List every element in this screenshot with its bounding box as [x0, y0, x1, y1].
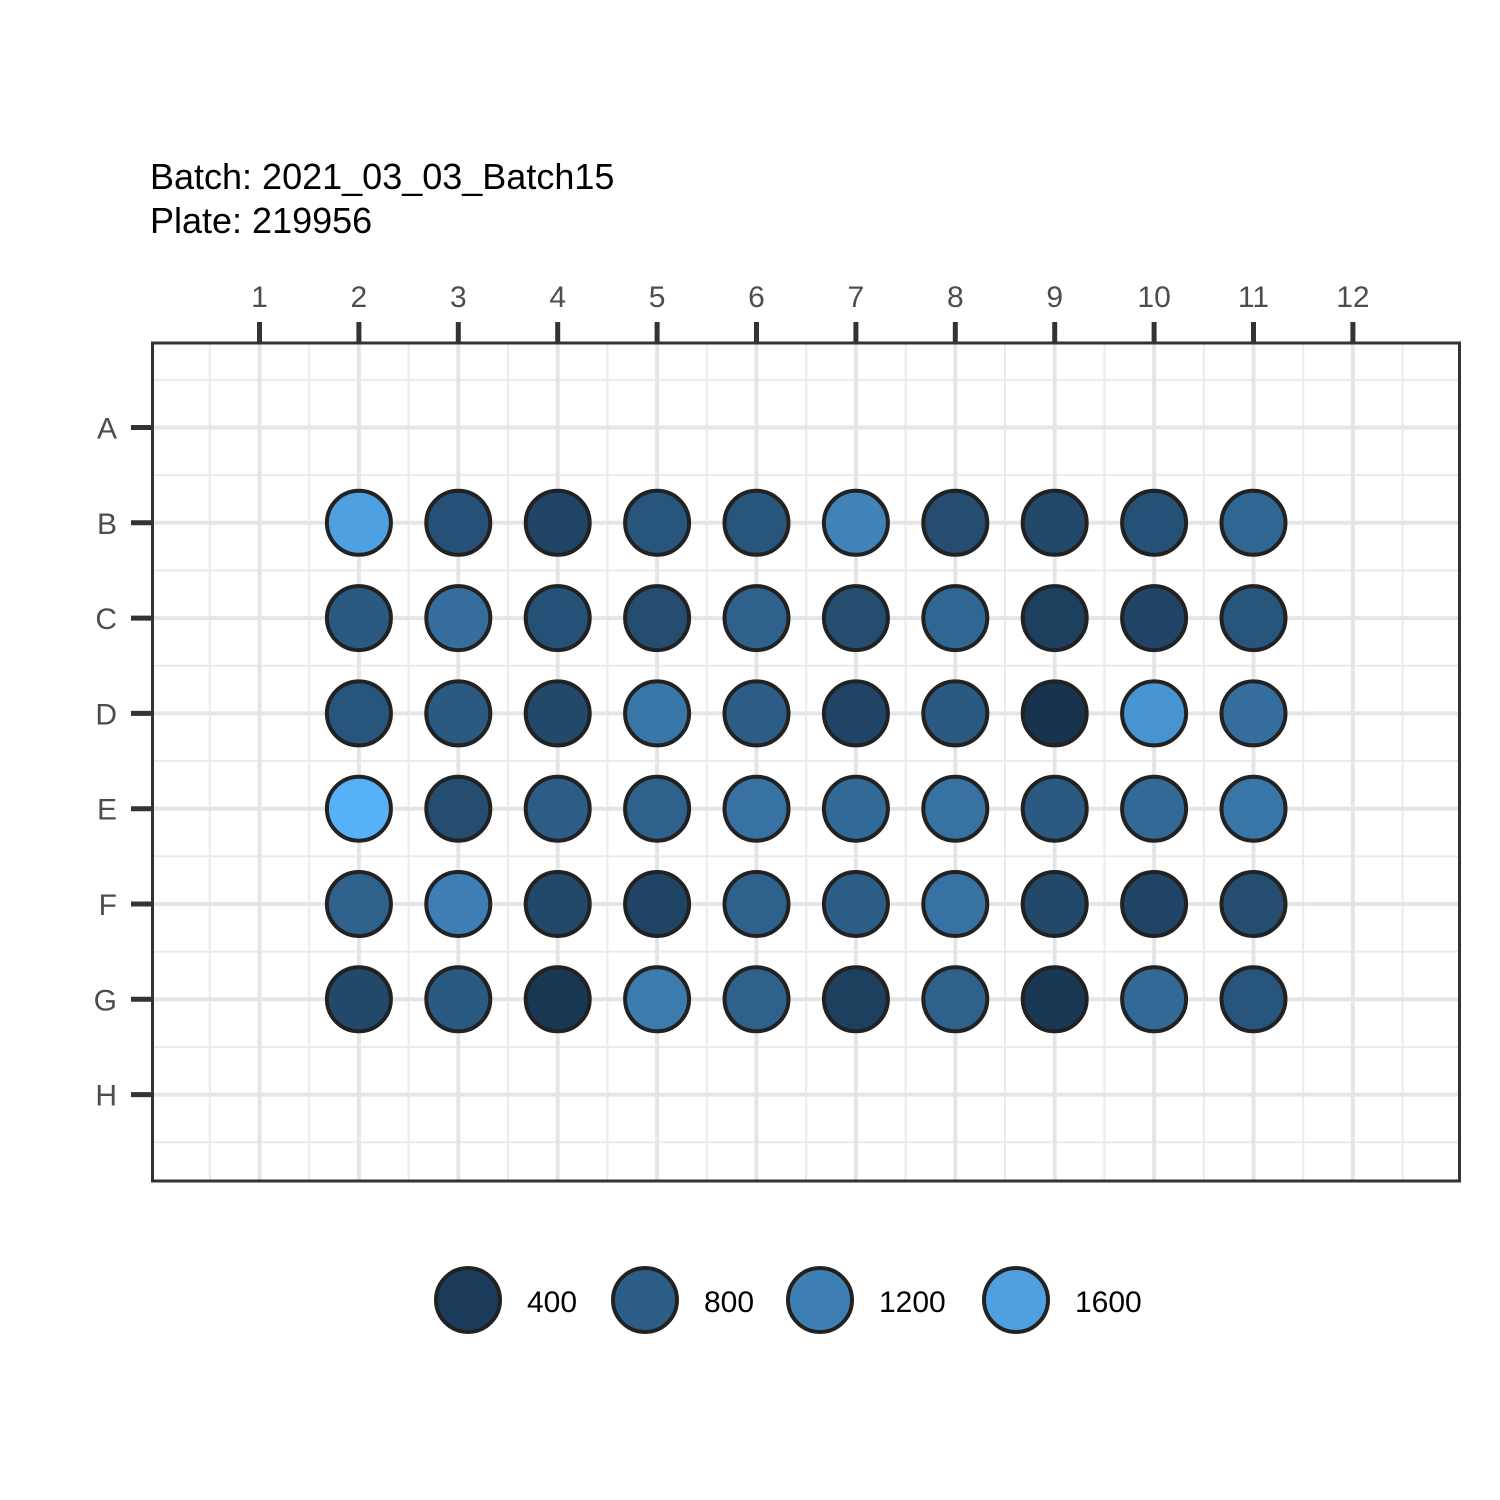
- well-F7: [821, 870, 890, 938]
- well-C6: [722, 584, 791, 653]
- well-D10: [1120, 679, 1189, 748]
- well-E9: [1020, 774, 1089, 843]
- x-axis: 1 2 3 4 5 6 7 8 9 10 11 12: [251, 281, 1370, 343]
- well-G11: [1219, 965, 1288, 1034]
- y-tick-label-D: D: [95, 698, 117, 731]
- y-tick-label-E: E: [97, 794, 117, 827]
- well-B7: [821, 488, 890, 557]
- panel-border: [151, 341, 1461, 1183]
- minor-grid: [152, 343, 1460, 1181]
- well-D2: [324, 679, 393, 748]
- well-C9: [1020, 584, 1089, 653]
- well-F2: [324, 870, 393, 938]
- well-F3: [424, 870, 493, 938]
- well-G8: [921, 965, 990, 1034]
- well-G2: [324, 965, 393, 1034]
- well-G5: [623, 965, 692, 1034]
- legend-label-800: 800: [704, 1286, 754, 1319]
- y-tick-label-A: A: [97, 413, 117, 446]
- well-E2: [324, 774, 393, 843]
- well-G6: [722, 965, 791, 1034]
- legend-label-400: 400: [527, 1286, 577, 1319]
- x-tick-label-2: 2: [351, 281, 368, 314]
- well-D8: [921, 679, 990, 748]
- well-C5: [623, 584, 692, 653]
- well-C4: [523, 584, 592, 653]
- well-F8: [921, 870, 990, 938]
- x-tick-label-11: 11: [1238, 281, 1269, 314]
- x-tick-label-4: 4: [549, 281, 566, 314]
- well-D6: [722, 679, 791, 748]
- x-tick-label-7: 7: [848, 281, 865, 314]
- x-tick-label-8: 8: [947, 281, 964, 314]
- well-D4: [523, 679, 592, 748]
- y-tick-label-C: C: [95, 603, 117, 636]
- well-E10: [1120, 774, 1189, 843]
- y-axis: A B C D E F G H: [94, 413, 153, 1113]
- well-B11: [1219, 488, 1288, 557]
- well-F6: [722, 870, 791, 938]
- well-C2: [324, 584, 393, 653]
- x-tick-label-10: 10: [1137, 281, 1170, 314]
- legend-key-400: [434, 1266, 502, 1334]
- well-D3: [424, 679, 493, 748]
- y-tick-label-F: F: [99, 889, 117, 922]
- title-line-2: Plate: 219956: [150, 200, 372, 241]
- well-E3: [424, 774, 493, 843]
- x-tick-label-6: 6: [748, 281, 765, 314]
- well-F5: [623, 870, 692, 938]
- well-C11: [1219, 584, 1288, 653]
- legend-key-1200: [786, 1266, 854, 1334]
- legend-key-800: [611, 1266, 679, 1334]
- legend: 400 800 1200 1600: [434, 1266, 1142, 1334]
- well-F11: [1219, 870, 1288, 938]
- well-E8: [921, 774, 990, 843]
- x-tick-label-3: 3: [450, 281, 467, 314]
- well-E7: [821, 774, 890, 843]
- well-B9: [1020, 488, 1089, 557]
- well-B4: [523, 488, 592, 557]
- well-B5: [623, 488, 692, 557]
- x-tick-label-5: 5: [649, 281, 666, 314]
- well-G10: [1120, 965, 1189, 1034]
- well-D5: [623, 679, 692, 748]
- well-D11: [1219, 679, 1288, 748]
- well-G9: [1020, 965, 1089, 1034]
- x-tick-label-1: 1: [251, 281, 268, 314]
- well-G7: [821, 965, 890, 1034]
- points-layer: [324, 488, 1288, 1034]
- well-B8: [921, 488, 990, 557]
- title-line-1: Batch: 2021_03_03_Batch15: [150, 156, 614, 197]
- well-C7: [821, 584, 890, 653]
- well-F10: [1120, 870, 1189, 938]
- well-C3: [424, 584, 493, 653]
- x-tick-label-9: 9: [1046, 281, 1063, 314]
- y-tick-label-H: H: [95, 1080, 117, 1113]
- well-D7: [821, 679, 890, 748]
- well-G4: [523, 965, 592, 1034]
- well-B6: [722, 488, 791, 557]
- well-B2: [324, 488, 393, 557]
- well-F9: [1020, 870, 1089, 938]
- well-E6: [722, 774, 791, 843]
- legend-label-1600: 1600: [1075, 1286, 1142, 1319]
- well-C8: [921, 584, 990, 653]
- legend-label-1200: 1200: [879, 1286, 946, 1319]
- well-D9: [1020, 679, 1089, 748]
- well-E11: [1219, 774, 1288, 843]
- x-tick-label-12: 12: [1336, 281, 1369, 314]
- well-E4: [523, 774, 592, 843]
- y-tick-label-B: B: [97, 508, 117, 541]
- legend-key-1600: [982, 1266, 1050, 1334]
- well-F4: [523, 870, 592, 938]
- well-B3: [424, 488, 493, 557]
- well-B10: [1120, 488, 1189, 557]
- well-E5: [623, 774, 692, 843]
- well-G3: [424, 965, 493, 1034]
- well-C10: [1120, 584, 1189, 653]
- y-tick-label-G: G: [94, 984, 117, 1017]
